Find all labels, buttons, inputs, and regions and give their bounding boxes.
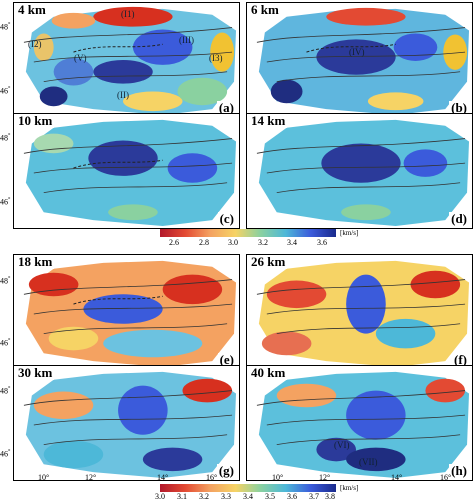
colorbar-tick: 3.8: [325, 492, 335, 501]
panel-label: (b): [449, 100, 469, 115]
map-panel-c: 10 km (c): [13, 113, 240, 229]
map-panel-a: 4 km (a) (I1) (I2) (I3) (III) (V) (II): [13, 2, 240, 118]
colorbar-top-unit: [km/s]: [340, 229, 359, 237]
panel-label: (d): [449, 211, 469, 226]
velocity-map-f: [247, 255, 472, 369]
panel-label: (h): [449, 463, 469, 478]
depth-label: 30 km: [16, 365, 55, 380]
region-label-iv: (IV): [349, 47, 365, 57]
lon-label: 12°: [85, 473, 97, 482]
depth-label: 4 km: [16, 2, 48, 17]
colorbar-tick: 3.3: [221, 492, 231, 501]
colorbar-top-ticks: 2.6 2.8 3.0 3.2 3.4 3.6: [160, 238, 336, 248]
lon-label: 10°: [272, 473, 284, 482]
colorbar-bottom-unit: [km/s]: [340, 484, 359, 492]
map-panel-b: 6 km (b) (IV): [246, 2, 473, 118]
velocity-map-h: [247, 366, 472, 480]
region-label-v: (V): [74, 53, 87, 63]
region-label-ii: (II): [117, 90, 129, 100]
velocity-map-a: [14, 3, 239, 117]
panel-label: (c): [217, 211, 236, 226]
colorbar-tick: 3.2: [258, 238, 268, 247]
lat-label-46: 46°: [0, 449, 11, 459]
map-panel-d: 14 km (d): [246, 113, 473, 229]
panel-label: (f): [452, 352, 469, 367]
depth-label: 18 km: [16, 254, 55, 269]
colorbar-tick: 3.2: [199, 492, 209, 501]
colorbar-tick: 3.5: [265, 492, 275, 501]
lon-label: 14°: [391, 473, 403, 482]
colorbar-bottom-ticks: 3.0 3.1 3.2 3.3 3.4 3.5 3.6 3.7 3.8: [155, 492, 336, 501]
lat-label-46: 46°: [0, 86, 11, 96]
map-panel-g: 30 km (g): [13, 365, 240, 481]
region-label-i3: (I3): [209, 53, 223, 63]
depth-label: 26 km: [249, 254, 288, 269]
region-label-vi: (VI): [334, 440, 350, 450]
lon-label: 10°: [38, 473, 50, 482]
colorbar-bottom: [160, 484, 336, 492]
colorbar-tick: 2.6: [169, 238, 179, 247]
colorbar-tick: 3.6: [317, 238, 327, 247]
depth-label: 14 km: [249, 113, 288, 128]
map-panel-f: 26 km (f): [246, 254, 473, 370]
panel-label: (e): [217, 352, 236, 367]
lat-label-48: 48°: [0, 276, 11, 286]
velocity-map-c: [14, 114, 239, 228]
lon-label: 14°: [157, 473, 169, 482]
lon-label: 16°: [206, 473, 218, 482]
velocity-map-e: [14, 255, 239, 369]
colorbar-tick: 2.8: [199, 238, 209, 247]
colorbar-tick: 3.4: [243, 492, 253, 501]
colorbar-tick: 3.7: [309, 492, 319, 501]
velocity-map-g: [14, 366, 239, 480]
depth-label: 40 km: [249, 365, 288, 380]
lat-label-48: 48°: [0, 133, 11, 143]
depth-label: 10 km: [16, 113, 55, 128]
velocity-map-b: [247, 3, 472, 117]
map-panel-e: 18 km (e): [13, 254, 240, 370]
lat-label-48: 48°: [0, 22, 11, 32]
panel-label: (a): [216, 100, 236, 115]
lon-label: 16°: [440, 473, 452, 482]
map-panel-h: 40 km (h) (VI) (VII): [246, 365, 473, 481]
velocity-map-d: [247, 114, 472, 228]
lon-label: 12°: [319, 473, 331, 482]
panel-label: (g): [216, 463, 236, 478]
colorbar-tick: 3.4: [287, 238, 297, 247]
region-label-i2: (I2): [28, 39, 42, 49]
lat-label-46: 46°: [0, 197, 11, 207]
colorbar-tick: 3.0: [228, 238, 238, 247]
colorbar-top: [160, 229, 336, 237]
lat-label-48: 48°: [0, 386, 11, 396]
colorbar-tick: 3.6: [287, 492, 297, 501]
colorbar-tick: 3.0: [155, 492, 165, 501]
region-label-iii: (III): [179, 35, 194, 45]
region-label-vii: (VII): [359, 457, 378, 467]
region-label-i1: (I1): [121, 9, 135, 19]
lat-label-46: 46°: [0, 338, 11, 348]
colorbar-tick: 3.1: [177, 492, 187, 501]
depth-label: 6 km: [249, 2, 281, 17]
